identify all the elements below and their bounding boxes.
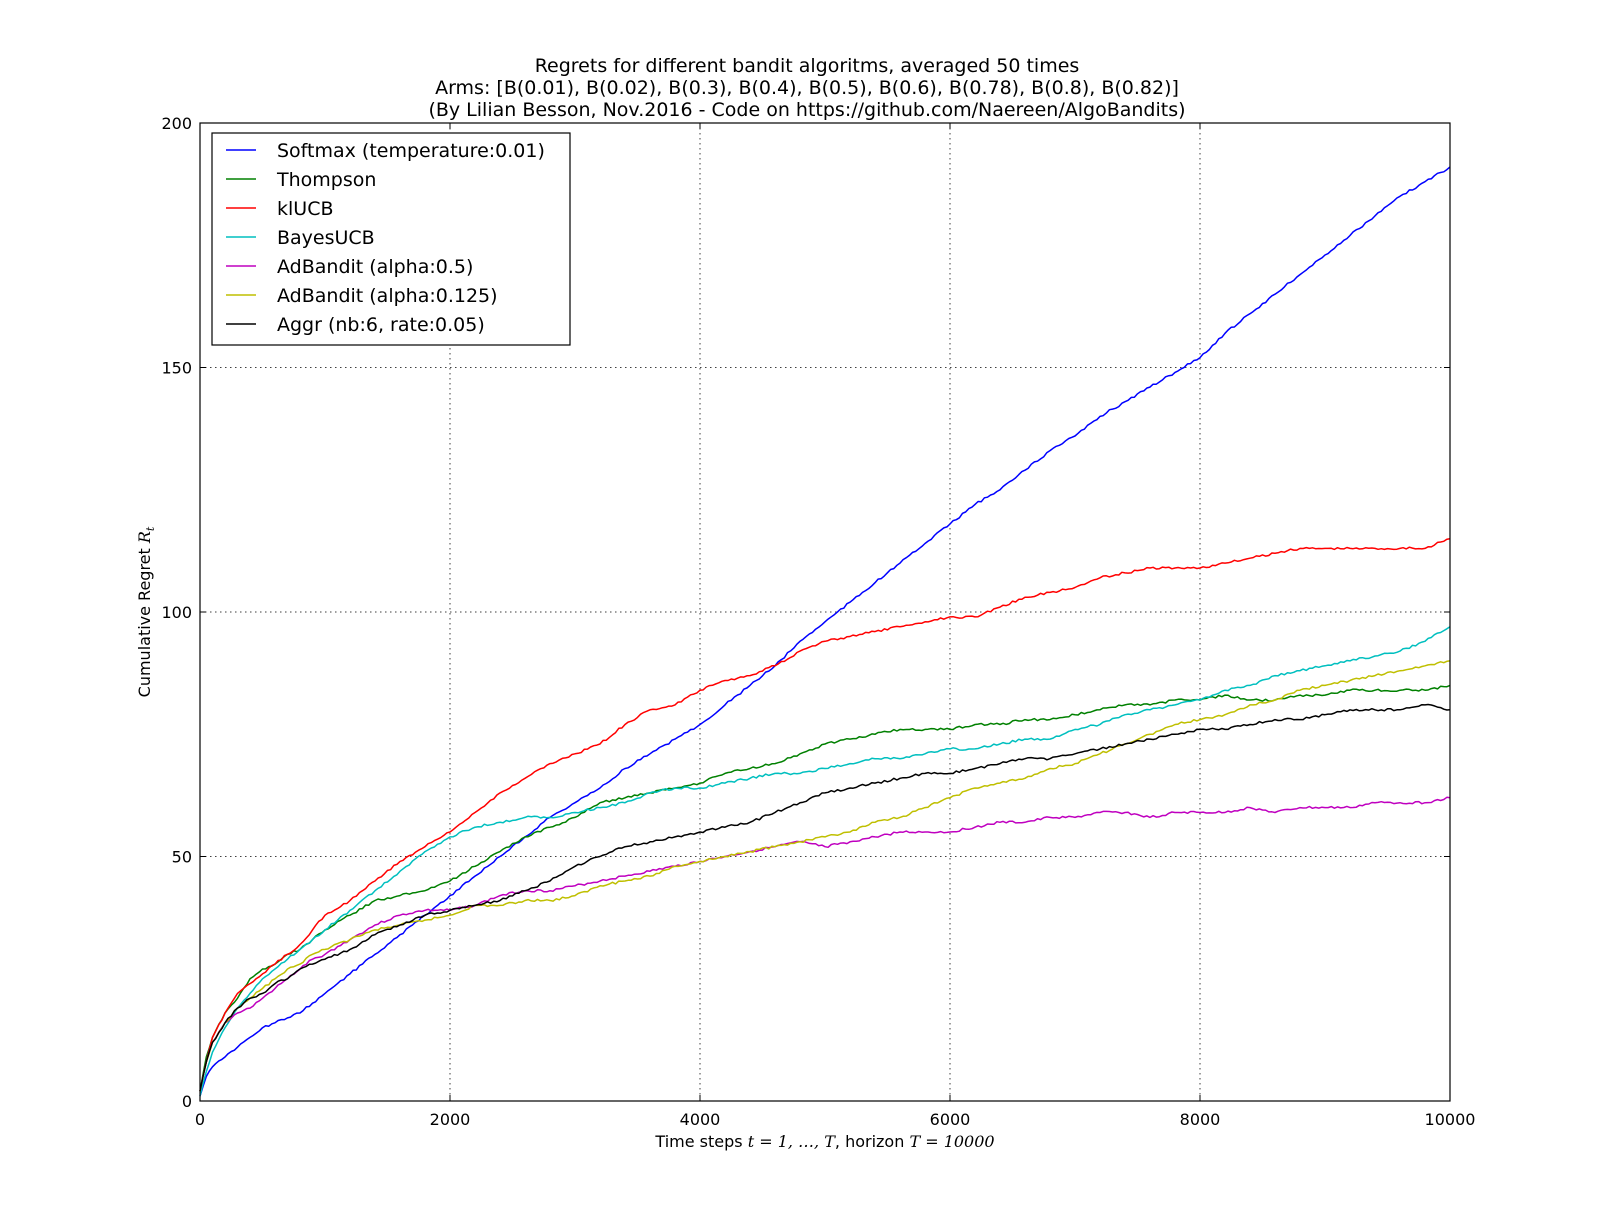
grid: [200, 123, 1450, 1101]
y-tick-label: 100: [161, 603, 192, 622]
series-line-1: [199, 166, 1451, 1097]
legend-entry-label: Softmax (temperature:0.01): [277, 140, 545, 162]
y-axis-label: Cumulative Regret Rt: [135, 526, 157, 697]
x-label-middle: , horizon: [835, 1132, 910, 1151]
legend: Softmax (temperature:0.01) Thompson klUCB B…: [211, 132, 571, 346]
series-line-3: [199, 537, 1451, 1092]
title-line-3: (By Lilian Besson, Nov.2016 - Code on ht…: [428, 99, 1185, 121]
legend-entry-label: AdBandit (alpha:0.5): [277, 256, 473, 278]
legend-entry-label: Thompson: [276, 169, 376, 191]
legend-entry-label: Aggr (nb:6, rate:0.05): [277, 314, 485, 336]
chart-title: Regrets for different bandit algoritms, …: [428, 55, 1185, 121]
legend-box: [211, 132, 571, 346]
y-tick-label: 200: [161, 114, 192, 133]
series-line-7: [199, 703, 1451, 1092]
x-axis-label: Time steps t = 1, …, T, horizon T = 1000…: [654, 1132, 994, 1151]
x-label-math-horizon: T = 10000: [909, 1132, 994, 1151]
y-label-math: R: [135, 531, 154, 544]
legend-entry-label: BayesUCB: [277, 227, 375, 249]
x-tick-label: 0: [195, 1110, 205, 1129]
x-tick-label: 8000: [1180, 1110, 1221, 1129]
x-tick-label: 6000: [930, 1110, 971, 1129]
y-tick-label: 50: [172, 848, 192, 867]
y-tick-label: 150: [161, 359, 192, 378]
y-tick-label: 0: [182, 1092, 192, 1111]
x-label-math-range: t = 1, …, T: [748, 1132, 837, 1151]
plot-series: [199, 166, 1451, 1097]
title-line-1: Regrets for different bandit algoritms, …: [535, 55, 1080, 77]
y-label-prefix: Cumulative Regret: [135, 543, 154, 697]
plot-frame: [199, 122, 1451, 1102]
x-label-prefix: Time steps: [654, 1132, 747, 1151]
series-line-6: [199, 660, 1451, 1092]
series-line-4: [199, 626, 1451, 1097]
legend-entry-label: klUCB: [277, 198, 334, 220]
series-line-2: [199, 684, 1451, 1092]
legend-entry-label: AdBandit (alpha:0.125): [277, 285, 498, 307]
x-tick-label: 2000: [430, 1110, 471, 1129]
x-tick-label: 10000: [1425, 1110, 1476, 1129]
axis-ticks: 0 2000 4000 6000 8000 10000 0 50 100 150 200: [161, 114, 1475, 1129]
y-label-subscript: t: [144, 526, 157, 531]
x-tick-label: 4000: [680, 1110, 721, 1129]
title-line-2: Arms: [B(0.01), B(0.02), B(0.3), B(0.4),…: [435, 77, 1179, 99]
series-line-5: [199, 796, 1451, 1092]
